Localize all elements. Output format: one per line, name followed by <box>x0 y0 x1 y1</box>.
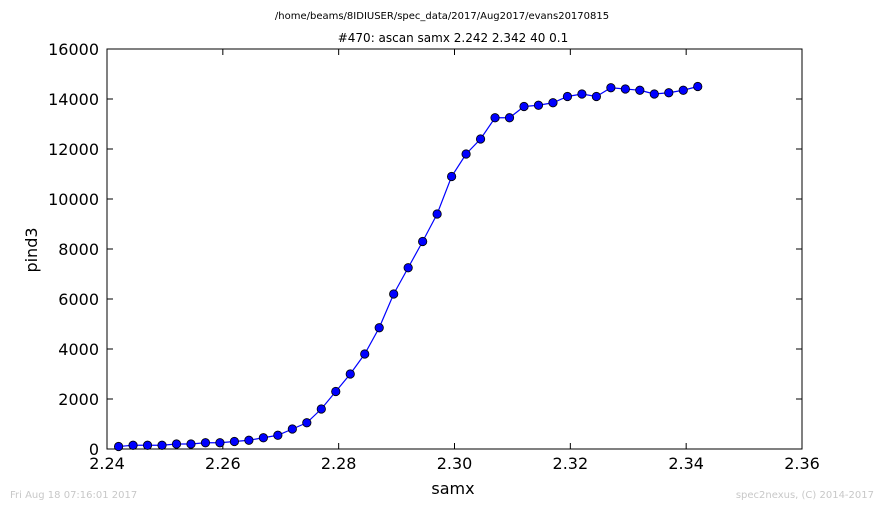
y-tick-label: 12000 <box>48 140 99 159</box>
x-tick-label: 2.36 <box>784 454 820 473</box>
data-point <box>447 171 457 182</box>
x-tick-label: 2.24 <box>89 454 125 473</box>
data-point <box>128 440 138 450</box>
data-point <box>418 236 428 247</box>
data-point <box>620 84 630 94</box>
x-tick-label: 2.30 <box>437 454 473 473</box>
data-point <box>389 289 399 299</box>
data-point <box>403 263 413 273</box>
x-tick-label: 2.34 <box>668 454 704 473</box>
y-tick-label: 6000 <box>58 290 99 309</box>
data-point <box>490 113 500 123</box>
data-point <box>504 113 515 123</box>
x-tick-label: 2.32 <box>553 454 589 473</box>
y-tick-label: 10000 <box>48 190 99 209</box>
y-tick-label: 14000 <box>48 90 99 109</box>
data-point <box>302 418 312 428</box>
data-point <box>171 439 182 449</box>
y-axis: 0 2000 4000 6000 8000 10000 12000 14000 16000 <box>48 40 802 459</box>
figure-suptitle: /home/beams/8IDIUSER/spec_data/2017/Aug2… <box>275 11 609 22</box>
data-point <box>635 85 645 95</box>
y-tick-label: 8000 <box>58 240 99 259</box>
x-tick-label: 2.28 <box>321 454 357 473</box>
data-point <box>577 89 587 99</box>
chart-title: #470: ascan samx 2.242 2.342 40 0.1 <box>338 31 569 45</box>
data-point <box>533 100 544 110</box>
data-point <box>374 323 384 333</box>
plot-frame <box>106 48 803 450</box>
data-point <box>186 439 196 449</box>
data-point <box>664 88 674 98</box>
y-tick-label: 2000 <box>58 390 99 409</box>
data-point <box>606 83 616 93</box>
data-point <box>200 438 211 448</box>
data-point <box>360 349 370 359</box>
data-point <box>113 441 124 452</box>
data-point <box>693 81 703 92</box>
x-axis: 2.24 2.26 2.28 2.30 2.32 2.34 2.36 <box>89 49 820 473</box>
y-tick-label: 0 <box>89 440 99 459</box>
data-point <box>345 369 355 379</box>
data-point <box>649 89 659 99</box>
data-point <box>475 134 486 144</box>
data-point <box>331 386 341 397</box>
data-point <box>591 91 601 102</box>
x-axis-label: samx <box>431 479 474 498</box>
data-point <box>142 440 153 450</box>
data-point <box>244 435 254 445</box>
footer-credit: spec2nexus, (C) 2014-2017 <box>736 490 874 501</box>
data-point <box>316 404 326 414</box>
data-point <box>678 85 688 95</box>
x-tick-label: 2.26 <box>205 454 241 473</box>
data-point <box>287 424 297 434</box>
data-point <box>461 149 471 159</box>
data-point <box>229 436 240 447</box>
y-tick-label: 4000 <box>58 340 99 359</box>
data-point <box>215 438 225 448</box>
y-axis-label: pind3 <box>22 227 41 272</box>
data-point <box>157 440 167 450</box>
data-point <box>258 433 268 443</box>
data-point <box>519 101 529 112</box>
data-point <box>562 91 573 102</box>
series-layer <box>113 81 703 452</box>
data-point <box>548 98 558 108</box>
data-point <box>432 209 442 219</box>
data-point <box>273 430 283 440</box>
y-tick-label: 16000 <box>48 40 99 59</box>
footer-timestamp: Fri Aug 18 07:16:01 2017 <box>10 490 137 501</box>
plot-area <box>106 48 803 450</box>
